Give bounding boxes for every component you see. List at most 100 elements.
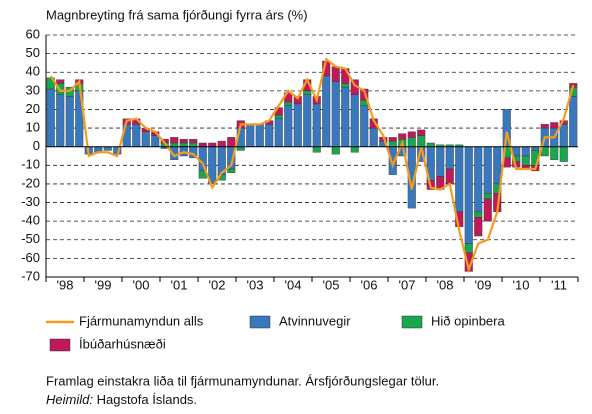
- bar-segment: [284, 101, 293, 106]
- bar-segment: [407, 137, 416, 147]
- legend-label: Hið opinbera: [431, 313, 505, 328]
- x-tick-label: '05: [323, 277, 340, 292]
- y-tick-label: 20: [26, 101, 40, 116]
- bar-segment: [474, 146, 483, 213]
- x-tick-label: '07: [399, 277, 416, 292]
- y-tick-label: 60: [26, 26, 40, 41]
- bar-segment: [521, 155, 530, 166]
- x-tick-label: '98: [57, 277, 74, 292]
- bar-segment: [559, 146, 568, 162]
- bar-segment: [322, 75, 331, 147]
- bar-segment: [293, 103, 302, 147]
- bar-segment: [483, 193, 492, 200]
- legend-swatch: [49, 338, 71, 352]
- source-label: Heimild:: [46, 392, 93, 407]
- x-tick-label: '03: [247, 277, 264, 292]
- x-tick-label: '00: [133, 277, 150, 292]
- bar-segment: [46, 88, 55, 147]
- bar-segment: [189, 142, 198, 147]
- y-tick-label: -70: [21, 268, 40, 283]
- bar-segment: [464, 146, 473, 244]
- bar-segment: [445, 168, 454, 185]
- bar-segment: [360, 105, 369, 147]
- bar-segment: [331, 81, 340, 147]
- x-tick-label: '01: [171, 277, 188, 292]
- bar-segment: [227, 168, 236, 173]
- bar-segment: [255, 124, 264, 147]
- y-tick-label: 50: [26, 45, 40, 60]
- bar-segment: [312, 103, 321, 147]
- bar-segment: [474, 217, 483, 237]
- x-tick-label: '08: [437, 277, 454, 292]
- legend-label: Fjármunamyndun alls: [79, 313, 204, 328]
- bar-segment: [56, 94, 65, 147]
- y-tick-label: 10: [26, 120, 40, 135]
- bar-segment: [388, 140, 397, 147]
- x-tick-label: '10: [513, 277, 530, 292]
- bar-segment: [341, 86, 350, 147]
- bar-segment: [179, 142, 188, 147]
- bar-segment: [559, 124, 568, 147]
- bar-segment: [103, 146, 112, 151]
- bar-segment: [445, 146, 454, 170]
- x-tick-label: '09: [475, 277, 492, 292]
- bar-segment: [350, 94, 359, 147]
- bar-segment: [56, 79, 65, 84]
- bar-segment: [236, 146, 245, 151]
- bar-segment: [417, 135, 426, 147]
- bar-segment: [331, 66, 340, 82]
- bar-segment: [540, 124, 549, 129]
- bar-segment: [360, 88, 369, 101]
- x-tick-label: '99: [95, 277, 112, 292]
- bar-segment: [398, 133, 407, 140]
- bar-segment: [198, 142, 207, 147]
- bar-segment: [65, 96, 74, 147]
- y-tick-label: -60: [21, 250, 40, 265]
- bar-segment: [170, 137, 179, 144]
- bar-segment: [227, 137, 236, 147]
- x-tick-label: '11: [551, 277, 567, 292]
- x-tick-label: '06: [361, 277, 378, 292]
- bar-segment: [464, 243, 473, 254]
- bar-segment: [521, 146, 530, 157]
- chart-title: Magnbreyting frá sama fjórðungi fyrra ár…: [46, 7, 308, 22]
- y-tick-label: -50: [21, 231, 40, 246]
- bar-segment: [179, 139, 188, 144]
- y-tick-label: -10: [21, 157, 40, 172]
- legend-label: Atvinnuvegir: [279, 313, 351, 328]
- bar-segment: [569, 96, 578, 147]
- bar-segment: [426, 142, 435, 147]
- bar-segment: [132, 124, 141, 147]
- bar-segment: [303, 90, 312, 95]
- bar-segment: [483, 198, 492, 222]
- bar-segment: [341, 68, 350, 84]
- bar-segment: [550, 146, 559, 160]
- bar-segment: [436, 146, 445, 177]
- bar-segment: [493, 146, 502, 185]
- caption: Framlag einstakra liða til fjármunamyndu…: [46, 373, 439, 388]
- bar-segment: [550, 122, 559, 129]
- y-tick-label: -20: [21, 175, 40, 190]
- source-text: Hagstofa Íslands.: [97, 392, 197, 407]
- bar-segment: [217, 140, 226, 147]
- bar-segment: [407, 131, 416, 138]
- legend-swatch: [249, 315, 271, 329]
- bar-segment: [341, 83, 350, 88]
- x-tick-label: '04: [285, 277, 302, 292]
- y-tick-label: -30: [21, 194, 40, 209]
- bar-segment: [208, 142, 217, 147]
- bar-segment: [331, 146, 340, 155]
- legend-swatch: [401, 315, 423, 329]
- bar-segment: [189, 139, 198, 144]
- y-tick-label: 30: [26, 82, 40, 97]
- bar-segment: [141, 131, 150, 147]
- bar-segment: [455, 146, 464, 213]
- bar-segment: [284, 105, 293, 147]
- x-tick-label: '02: [209, 277, 226, 292]
- bar-segment: [265, 124, 274, 147]
- y-tick-label: 0: [33, 138, 40, 153]
- bar-segment: [151, 135, 160, 147]
- legend-label: Íbúðarhúsnæði: [79, 336, 166, 351]
- bar-segment: [274, 118, 283, 147]
